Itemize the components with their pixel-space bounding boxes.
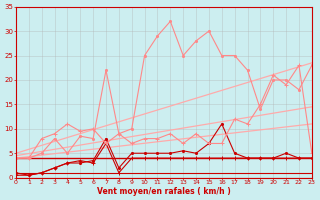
- X-axis label: Vent moyen/en rafales ( km/h ): Vent moyen/en rafales ( km/h ): [97, 187, 231, 196]
